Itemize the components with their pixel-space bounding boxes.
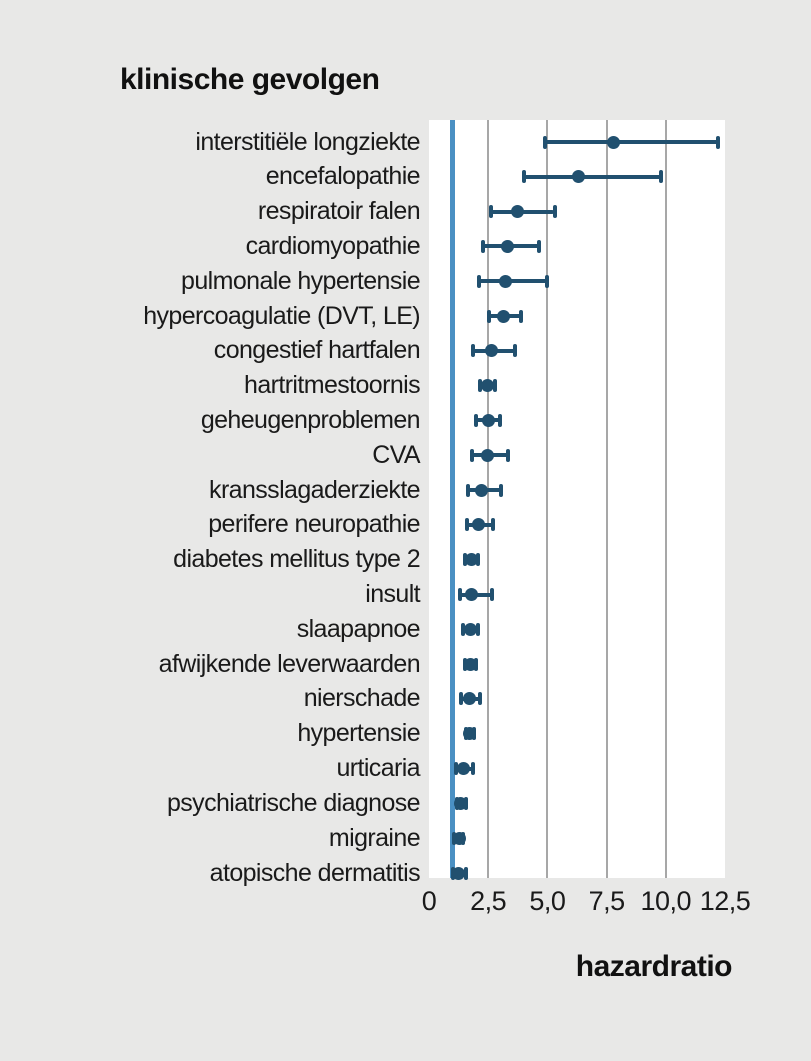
category-label: nierschade xyxy=(303,684,421,713)
ci-bar xyxy=(523,174,662,179)
x-tick-label: 0 xyxy=(421,886,437,916)
ci-cap-high xyxy=(519,309,524,323)
point-estimate-dot xyxy=(452,866,466,880)
category-label: CVA xyxy=(372,440,420,469)
plot-area xyxy=(429,120,725,880)
x-axis-ticks: 0 2,5 5,0 7,5 10,0 12,5 xyxy=(422,886,751,920)
point-estimate-dot xyxy=(454,796,468,810)
point-estimate-dot xyxy=(511,205,525,219)
point-estimate-dot xyxy=(500,239,514,253)
ci-cap-low xyxy=(458,692,463,706)
point-estimate-dot xyxy=(497,309,511,323)
category-label: kransslagaderziekte xyxy=(209,475,421,504)
ci-cap-high xyxy=(490,518,495,532)
x-tick-label: 12,5 xyxy=(699,886,751,916)
chart-title: klinische gevolgen xyxy=(120,63,380,96)
ci-cap-high xyxy=(506,448,511,462)
ci-bar xyxy=(545,140,718,144)
category-label: interstitiële longziekte xyxy=(195,127,420,156)
ci-cap-high xyxy=(715,135,720,149)
category-label: hypercoagulatie (DVT, LE) xyxy=(143,301,420,330)
gridline-x-2.5 xyxy=(487,120,490,878)
point-estimate-dot xyxy=(463,622,477,636)
ci-bar xyxy=(478,279,548,284)
reference-line-hr1 xyxy=(450,120,456,878)
point-estimate-dot xyxy=(462,727,476,741)
category-label: psychiatrische diagnose xyxy=(166,788,421,817)
ci-cap-high xyxy=(513,344,518,358)
ci-cap-low xyxy=(464,518,469,532)
ci-cap-low xyxy=(466,483,471,497)
category-label: perifere neuropathie xyxy=(208,510,420,539)
ci-cap-high xyxy=(545,274,550,288)
category-label: afwijkende leverwaarden xyxy=(158,649,421,678)
ci-cap-low xyxy=(470,344,475,358)
category-label: slaapapnoe xyxy=(296,614,421,643)
ci-cap-low xyxy=(487,309,492,323)
ci-cap-high xyxy=(489,588,494,602)
point-estimate-dot xyxy=(472,518,486,532)
point-estimate-dot xyxy=(474,483,488,497)
ci-cap-low xyxy=(543,135,548,149)
point-estimate-dot xyxy=(463,657,477,671)
gridline-x-7.5 xyxy=(605,120,608,878)
category-label: congestief hartfalen xyxy=(213,336,421,365)
ci-cap-low xyxy=(462,553,467,567)
point-estimate-dot xyxy=(462,692,476,706)
ci-cap-low xyxy=(461,622,466,636)
point-estimate-dot xyxy=(571,170,585,184)
ci-cap-high xyxy=(470,762,475,776)
ci-cap-high xyxy=(475,622,480,636)
x-tick-label: 10,0 xyxy=(640,886,692,916)
ci-cap-high xyxy=(498,413,503,427)
category-label: respiratoir falen xyxy=(257,197,421,226)
ci-cap-high xyxy=(537,239,542,253)
category-label: migraine xyxy=(328,823,421,852)
point-estimate-dot xyxy=(499,274,513,288)
ci-cap-high xyxy=(463,866,468,880)
point-estimate-dot xyxy=(453,831,467,845)
category-label: pulmonale hypertensie xyxy=(181,266,421,295)
category-labels: interstitiële longziekte encefalopathie re… xyxy=(40,120,421,887)
category-label: geheugenproblemen xyxy=(200,405,421,434)
point-estimate-dot xyxy=(465,588,479,602)
category-label: insult xyxy=(365,580,420,609)
category-label: hartritmestoornis xyxy=(244,371,421,400)
ci-cap-low xyxy=(521,170,526,184)
ci-cap-high xyxy=(552,205,557,219)
ci-cap-low xyxy=(488,205,493,219)
ci-cap-high xyxy=(659,170,664,184)
x-tick-label: 7,5 xyxy=(588,886,626,916)
category-label: diabetes mellitus type 2 xyxy=(173,545,420,574)
point-estimate-dot xyxy=(480,448,494,462)
ci-cap-low xyxy=(474,413,479,427)
ci-cap-high xyxy=(477,692,482,706)
point-estimate-dot xyxy=(456,762,470,776)
ci-cap-high xyxy=(493,379,498,393)
gridline-x-5 xyxy=(546,120,549,878)
ci-cap-low xyxy=(477,379,482,393)
category-label: hypertensie xyxy=(297,719,420,748)
category-label: cardiomyopathie xyxy=(245,231,421,260)
ci-cap-low xyxy=(481,239,486,253)
point-estimate-dot xyxy=(481,413,495,427)
category-label: encefalopathie xyxy=(265,162,421,191)
x-axis-title: hazardratio xyxy=(575,950,733,983)
ci-cap-high xyxy=(499,483,504,497)
point-estimate-dot xyxy=(607,135,621,149)
x-tick-label: 5,0 xyxy=(529,886,566,916)
ci-cap-low xyxy=(454,762,459,776)
category-label: urticaria xyxy=(336,754,420,783)
ci-cap-low xyxy=(469,448,474,462)
x-tick-label: 2,5 xyxy=(470,886,507,916)
gridline-x-10 xyxy=(664,120,667,878)
category-label: atopische dermatitis xyxy=(209,858,421,887)
point-estimate-dot xyxy=(465,553,479,567)
ci-cap-low xyxy=(476,274,481,288)
ci-cap-low xyxy=(457,588,462,602)
point-estimate-dot xyxy=(485,344,499,358)
point-estimate-dot xyxy=(480,379,494,393)
